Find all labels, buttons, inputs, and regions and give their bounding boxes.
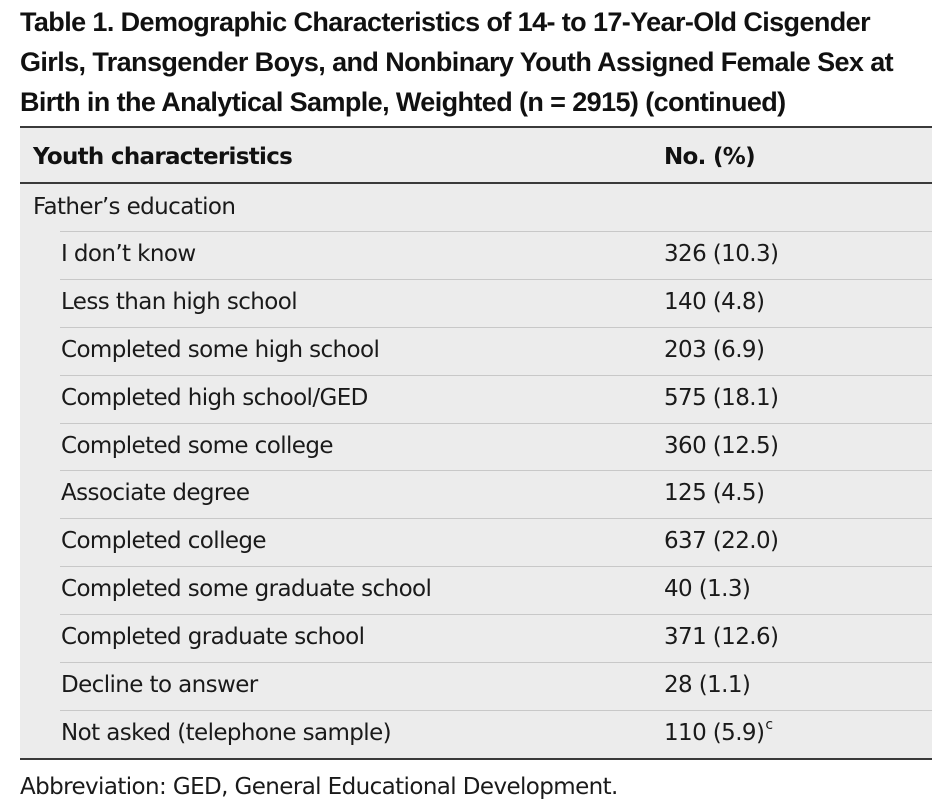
table-bottom-rule xyxy=(20,757,932,760)
table-body: Father’s education I don’t know 326 (10.3… xyxy=(20,184,932,758)
row-divider xyxy=(60,566,932,568)
table-row: Not asked (telephone sample) 110 (5.9)c xyxy=(20,709,932,758)
row-divider xyxy=(60,231,932,232)
row-value: 360 (12.5) xyxy=(664,432,779,459)
row-value-cell: 326 (10.3) xyxy=(664,231,779,277)
row-divider xyxy=(60,470,932,472)
column-header-characteristics: Youth characteristics xyxy=(33,144,293,170)
row-value-cell: 360 (12.5) xyxy=(664,423,779,469)
section-row-fathers-education: Father’s education xyxy=(20,184,932,231)
row-divider xyxy=(60,326,932,328)
row-label: Completed some graduate school xyxy=(61,576,432,603)
row-value: 371 (12.6) xyxy=(664,624,779,651)
row-value-cell: 371 (12.6) xyxy=(664,614,779,660)
table-row: Decline to answer 28 (1.1) xyxy=(20,662,932,710)
row-value: 28 (1.1) xyxy=(664,672,751,699)
row-label: Completed high school/GED xyxy=(61,384,368,411)
row-label: Associate degree xyxy=(61,480,250,507)
table-row: Completed some graduate school 40 (1.3) xyxy=(20,566,932,614)
row-divider xyxy=(60,422,932,424)
row-label: Completed college xyxy=(61,528,267,555)
row-value-cell: 28 (1.1) xyxy=(664,662,751,708)
row-divider xyxy=(60,374,932,376)
row-value: 140 (4.8) xyxy=(664,288,765,315)
row-label: Completed graduate school xyxy=(61,624,365,651)
row-value-cell: 110 (5.9)c xyxy=(664,710,773,756)
table-row: Completed some college 360 (12.5) xyxy=(20,422,932,471)
row-value: 203 (6.9) xyxy=(664,336,765,363)
row-value-cell: 125 (4.5) xyxy=(664,470,765,516)
row-divider xyxy=(60,518,932,520)
row-label: Not asked (telephone sample) xyxy=(61,719,392,746)
table-rows: I don’t know 326 (10.3) Less than high sch… xyxy=(20,231,932,758)
table-title: Table 1. Demographic Characteristics of … xyxy=(20,7,894,117)
row-divider xyxy=(60,614,932,616)
row-label: Completed some college xyxy=(61,432,333,459)
table-row: I don’t know 326 (10.3) xyxy=(20,231,932,279)
table-row: Completed some high school 203 (6.9) xyxy=(20,326,932,375)
row-value: 575 (18.1) xyxy=(664,384,779,411)
table-row: Completed college 637 (22.0) xyxy=(20,518,932,566)
row-value: 40 (1.3) xyxy=(664,576,751,603)
table-header-row: Youth characteristics No. (%) xyxy=(20,128,932,184)
footnote-marker: c xyxy=(765,716,773,733)
table-row: Less than high school 140 (4.8) xyxy=(20,278,932,327)
row-value-cell: 140 (4.8) xyxy=(664,279,765,325)
row-value-cell: 575 (18.1) xyxy=(664,375,779,421)
row-value-cell: 637 (22.0) xyxy=(664,518,779,564)
row-value-cell: 40 (1.3) xyxy=(664,566,751,612)
row-divider xyxy=(60,278,932,280)
section-label: Father’s education xyxy=(33,194,236,220)
row-value: 637 (22.0) xyxy=(664,528,779,555)
table-row: Associate degree 125 (4.5) xyxy=(20,470,932,518)
row-divider xyxy=(60,709,932,711)
table-row: Completed graduate school 371 (12.6) xyxy=(20,614,932,662)
row-label: Completed some high school xyxy=(61,336,380,363)
data-table: Youth characteristics No. (%) Father’s e… xyxy=(20,126,932,760)
row-value: 326 (10.3) xyxy=(664,241,779,267)
row-label: Decline to answer xyxy=(61,672,258,699)
row-value: 125 (4.5) xyxy=(664,480,765,507)
table-row: Completed high school/GED 575 (18.1) xyxy=(20,374,932,423)
row-value: 110 (5.9) xyxy=(664,719,765,746)
column-header-count: No. (%) xyxy=(664,144,756,170)
table-footnote: Abbreviation: GED, General Educational D… xyxy=(20,774,618,800)
row-divider xyxy=(60,662,932,664)
row-label: I don’t know xyxy=(61,241,196,267)
row-value-cell: 203 (6.9) xyxy=(664,327,765,373)
row-label: Less than high school xyxy=(61,288,298,315)
